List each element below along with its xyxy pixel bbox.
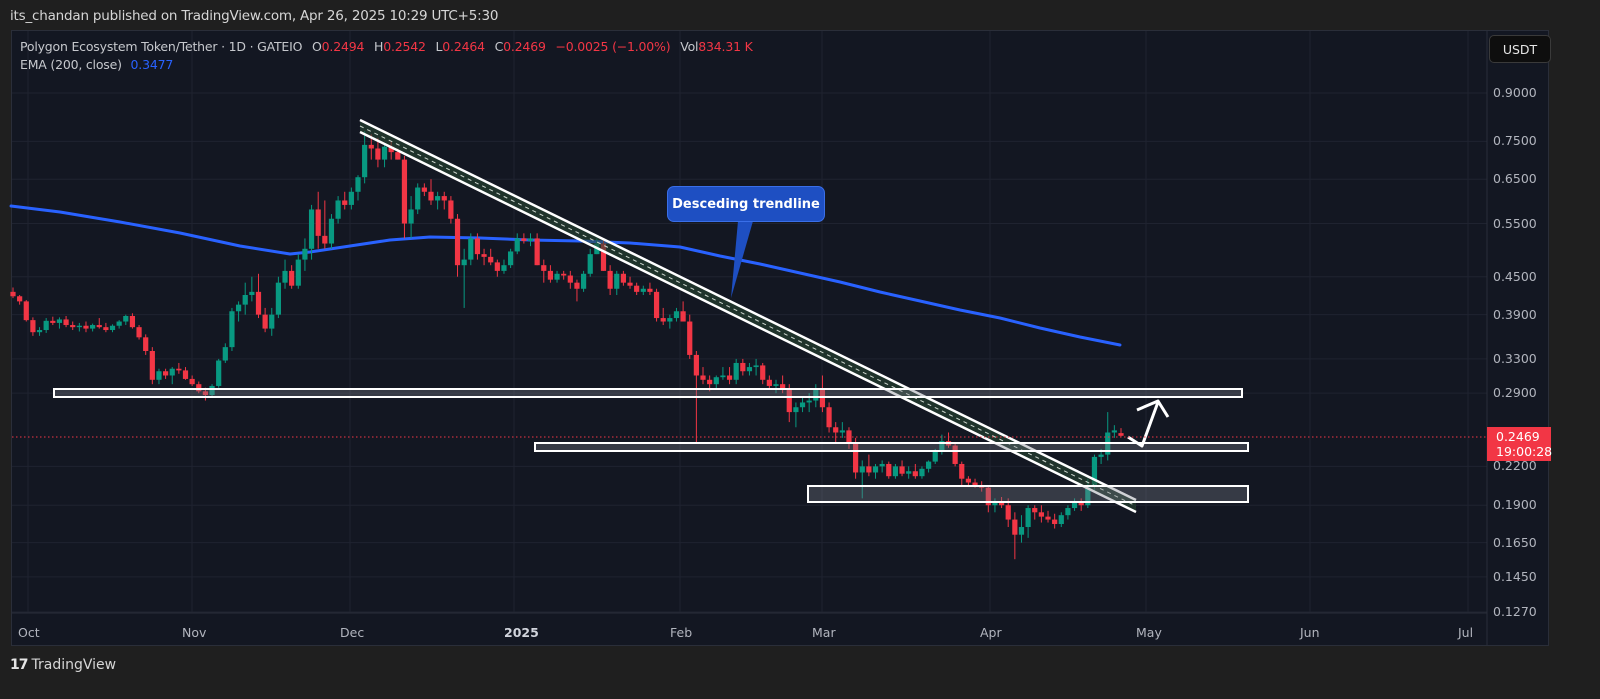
ema-label: EMA (200, close): [20, 57, 122, 72]
price-tick: 0.5500: [1493, 215, 1537, 231]
volume-value: 834.31 K: [698, 39, 753, 54]
low-value: 0.2464: [442, 39, 485, 54]
time-tick: Apr: [980, 625, 1002, 640]
high-value: 0.2542: [383, 39, 426, 54]
price-tick: 0.1900: [1493, 497, 1537, 513]
price-tick: 0.3300: [1493, 350, 1537, 366]
ema-value: 0.3477: [130, 57, 174, 72]
open-value: 0.2494: [321, 39, 365, 54]
time-tick: Dec: [340, 625, 365, 640]
last-price-value: 0.2469: [1496, 429, 1540, 444]
price-tick: 0.7500: [1493, 133, 1537, 149]
symbol-name[interactable]: Polygon Ecosystem Token/Tether · 1D · GA…: [20, 39, 303, 54]
chart-legend: Polygon Ecosystem Token/Tether · 1D · GA…: [20, 38, 753, 74]
time-tick: May: [1136, 625, 1162, 640]
price-tick: 0.4500: [1493, 268, 1537, 284]
close-value: 0.2469: [503, 39, 546, 54]
brand-name: TradingView: [31, 657, 117, 673]
price-tick: 0.6500: [1493, 171, 1537, 187]
trendline-callout[interactable]: Desceding trendline: [667, 186, 825, 222]
drawings[interactable]: [53, 118, 1249, 514]
countdown: 19:00:28: [1496, 444, 1553, 459]
last-price-badge: 0.2469 19:00:28: [1487, 427, 1553, 461]
time-tick: Feb: [670, 625, 693, 640]
currency-button[interactable]: USDT: [1489, 35, 1551, 63]
ema-row[interactable]: EMA (200, close) 0.3477: [20, 56, 753, 74]
change-value: −0.0025 (−1.00%): [555, 39, 671, 54]
price-tick: 0.1270: [1493, 604, 1537, 619]
price-tick: 0.2200: [1493, 458, 1537, 474]
time-tick: 2025: [504, 625, 539, 640]
time-tick: Mar: [812, 625, 836, 640]
price-tick: 0.2900: [1493, 385, 1537, 401]
ohlc-row: Polygon Ecosystem Token/Tether · 1D · GA…: [20, 39, 753, 54]
time-tick: Jun: [1300, 625, 1320, 640]
time-tick: Nov: [182, 625, 207, 640]
price-tick: 0.1650: [1493, 534, 1537, 550]
price-tick: 0.1450: [1493, 568, 1537, 584]
time-tick: Oct: [18, 625, 40, 640]
time-tick: Jul: [1458, 625, 1474, 640]
price-tick: 0.3900: [1493, 306, 1537, 322]
price-tick: 0.9000: [1493, 85, 1537, 100]
tradingview-logo-icon: 17: [10, 657, 29, 673]
tradingview-brand[interactable]: 17 TradingView: [10, 657, 116, 673]
publish-info: its_chandan published on TradingView.com…: [10, 8, 499, 24]
